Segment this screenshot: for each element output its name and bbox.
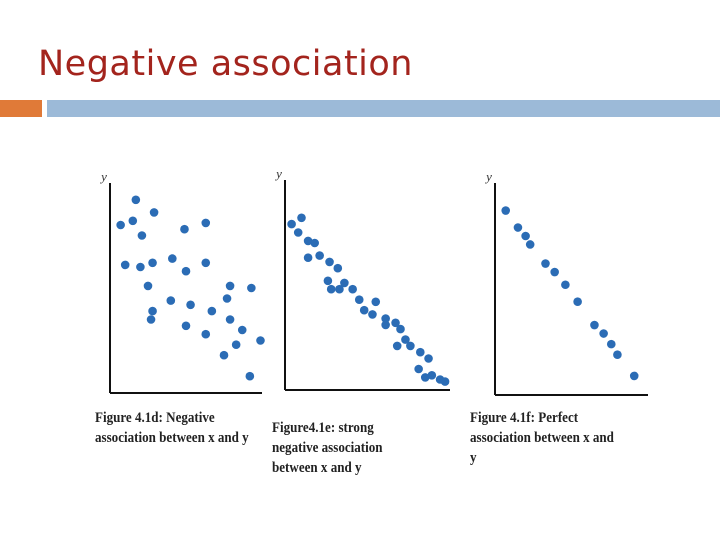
scatter-point xyxy=(333,263,343,273)
scatter-point xyxy=(525,240,535,249)
scatter-point xyxy=(180,224,189,234)
scatter-point xyxy=(146,315,156,324)
scatter-point xyxy=(323,276,333,286)
scatter-point xyxy=(303,236,313,246)
scatter-point xyxy=(207,306,217,316)
scatter-point xyxy=(181,266,191,276)
scatter-point xyxy=(368,310,377,319)
scatter-point xyxy=(148,258,157,268)
scatter-point xyxy=(303,253,313,262)
scatter-point xyxy=(116,220,125,230)
figure-caption: Figure 4.1f: Perfect association between… xyxy=(470,410,614,466)
scatter-point xyxy=(427,371,437,380)
scatter-point xyxy=(424,354,433,363)
scatter-point xyxy=(201,258,211,268)
scatter-point xyxy=(219,350,229,360)
scatter-point xyxy=(293,228,303,237)
scatter-point xyxy=(561,280,570,290)
scatter-point xyxy=(297,213,306,223)
scatter-point xyxy=(550,267,559,277)
scatter-point xyxy=(120,260,130,270)
header-bar xyxy=(47,100,720,117)
scatter-point xyxy=(414,364,423,374)
scatter-point xyxy=(310,238,320,248)
scatter-point xyxy=(222,294,232,303)
scatter-point xyxy=(225,315,235,324)
scatter-point xyxy=(521,231,530,241)
scatter-point xyxy=(391,318,400,328)
scatter-point xyxy=(381,314,390,323)
scatter-point xyxy=(541,259,550,268)
scatter-point xyxy=(325,257,334,267)
scatter-point xyxy=(136,262,145,272)
scatter-point xyxy=(335,284,344,294)
scatter-point xyxy=(181,321,191,331)
scatter-point xyxy=(420,373,430,382)
scatter-point xyxy=(168,254,177,263)
accent-bar xyxy=(0,100,42,117)
scatter-point xyxy=(573,297,582,307)
scatter-point xyxy=(148,306,157,316)
scatter-point xyxy=(237,325,247,335)
scatter-point xyxy=(440,377,450,386)
y-axis-label: y xyxy=(484,169,492,184)
scatter-point xyxy=(287,219,296,229)
scatter-point xyxy=(501,206,511,215)
figure-caption: Figure4.1e: strong negative association … xyxy=(272,420,383,476)
scatter-point xyxy=(315,251,324,260)
slide-title: Negative association xyxy=(38,44,413,84)
scatter-point xyxy=(513,223,523,232)
scatter-point xyxy=(396,324,405,334)
scatter-point xyxy=(599,329,608,338)
scatter-point xyxy=(613,350,622,360)
scatter-point xyxy=(348,284,357,294)
scatter-point xyxy=(354,295,364,305)
scatter-point xyxy=(201,218,211,228)
scatter-point xyxy=(381,320,390,330)
scatter-point xyxy=(149,208,159,217)
scatter-point xyxy=(231,340,241,350)
scatter-point xyxy=(186,300,195,310)
scatter-point xyxy=(629,371,639,381)
scatter-point xyxy=(340,278,349,288)
scatter-point xyxy=(371,297,381,307)
scatter-point xyxy=(131,195,141,205)
scatter-point xyxy=(247,283,256,293)
y-axis-label: y xyxy=(274,166,282,181)
scatter-point xyxy=(166,296,176,305)
scatter-point xyxy=(590,320,599,330)
scatter-point xyxy=(225,281,235,291)
scatter-point xyxy=(326,284,336,294)
scatter-point xyxy=(392,341,402,351)
scatter-point xyxy=(128,216,138,226)
y-axis-label: y xyxy=(99,169,107,184)
scatter-point xyxy=(143,281,153,291)
scatter-point xyxy=(406,341,415,351)
scatter-point xyxy=(401,335,410,344)
scatter-point xyxy=(245,371,255,381)
scatter-point xyxy=(201,329,211,339)
scatter-point xyxy=(256,336,265,345)
scatter-point xyxy=(137,231,147,240)
scatter-point xyxy=(606,339,616,349)
figure-caption: Figure 4.1d: Negative association betwee… xyxy=(95,410,249,446)
scatter-point xyxy=(359,305,369,315)
scatter-point xyxy=(416,347,425,357)
